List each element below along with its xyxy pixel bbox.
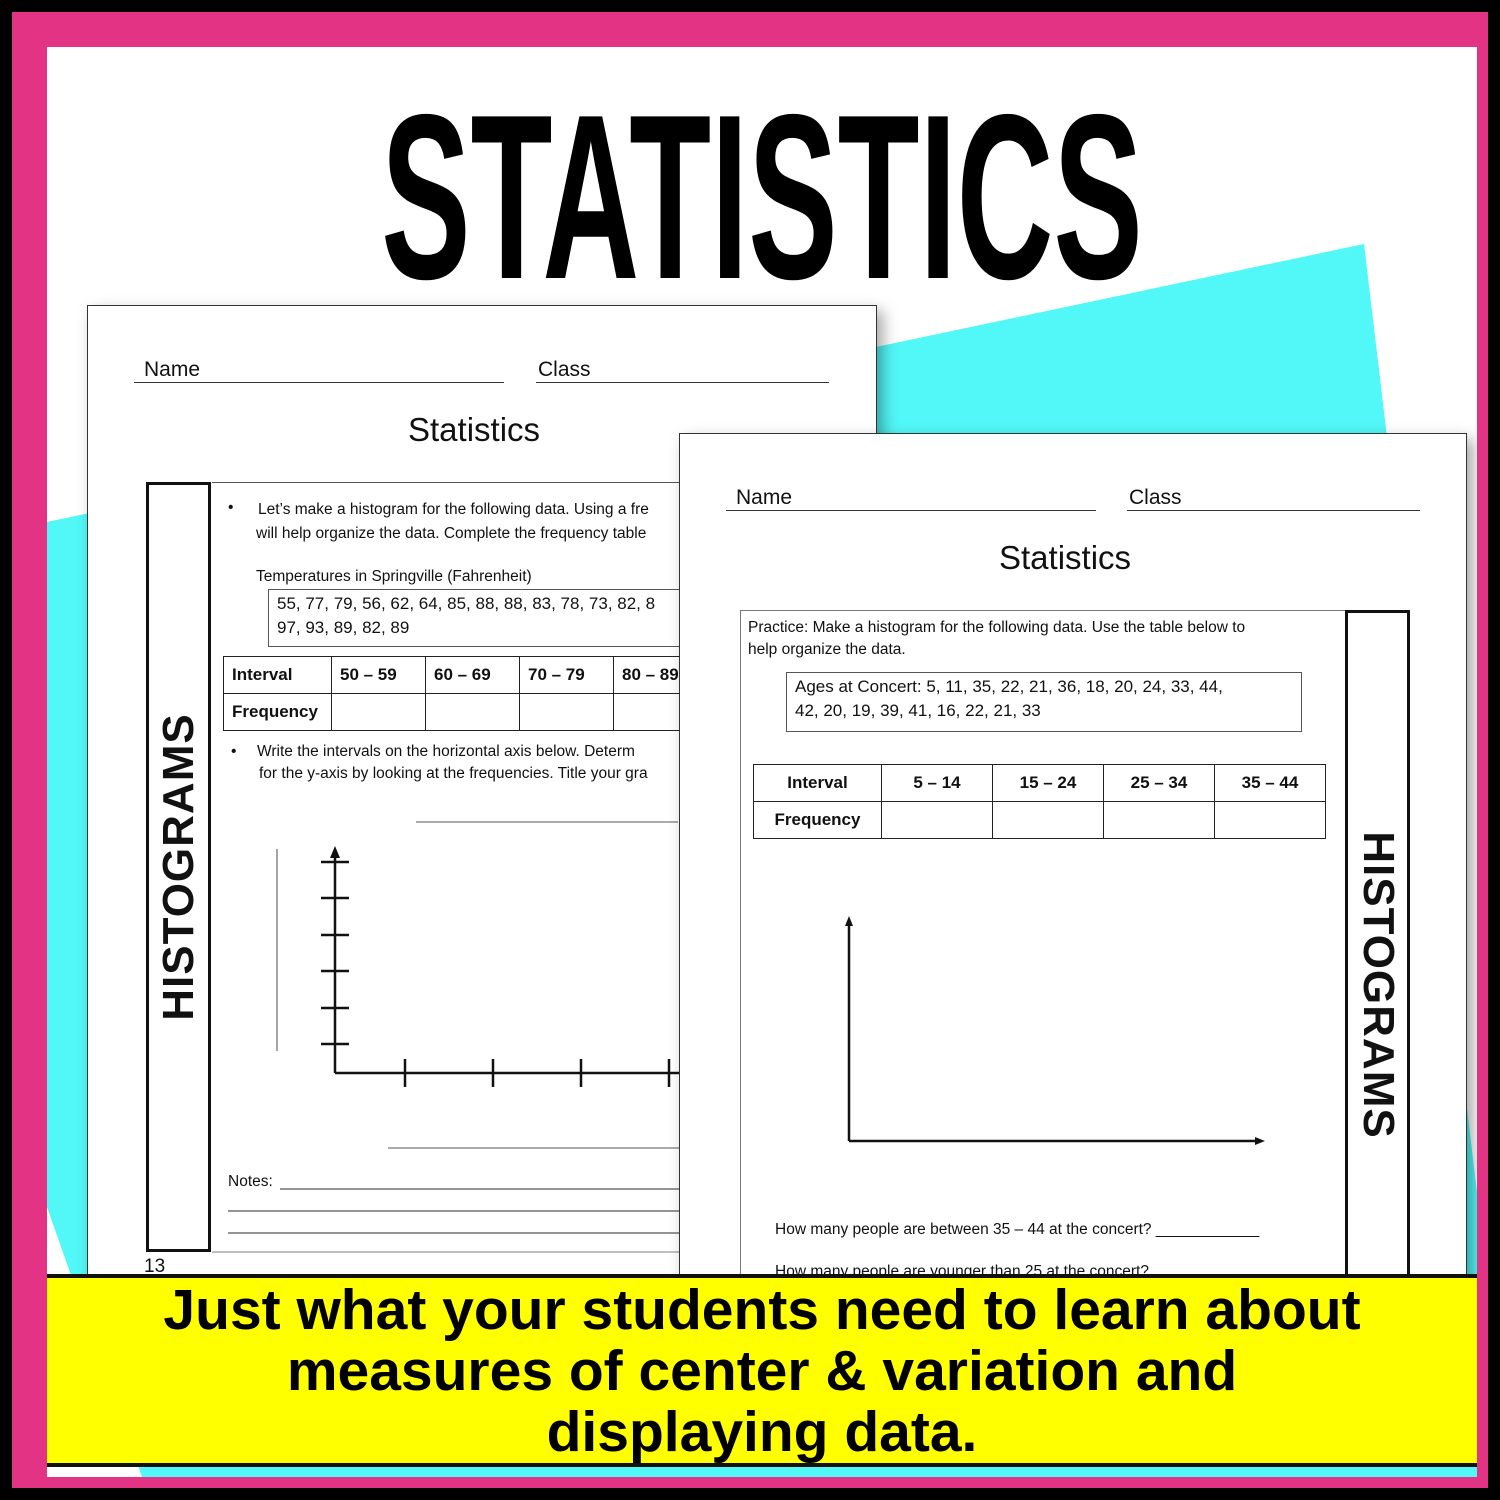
- page-number: 13: [144, 1256, 166, 1277]
- worksheet-page-right: Name Class Statistics HISTOGRAMS Practic…: [679, 433, 1467, 1333]
- question-1: How many people are between 35 – 44 at t…: [775, 1221, 1260, 1238]
- frequency-cell[interactable]: [1214, 801, 1326, 839]
- frequency-cell[interactable]: [881, 801, 993, 839]
- page-title: Statistics: [408, 411, 541, 448]
- class-field: Class: [1127, 486, 1420, 511]
- name-field: Name: [134, 358, 504, 383]
- data-box: Ages at Concert: 5, 11, 35, 22, 21, 36, …: [786, 672, 1302, 732]
- notes-label: Notes:: [228, 1173, 273, 1190]
- side-tab: HISTOGRAMS: [1345, 610, 1410, 1332]
- bullet: •: [228, 499, 234, 516]
- frequency-table: Interval 50 – 59 60 – 69 70 – 79 80 – 89 Fre…: [223, 656, 708, 731]
- frequency-cell[interactable]: [992, 801, 1104, 839]
- frequency-table: Interval 5 – 14 15 – 24 25 – 34 35 – 44 Freq…: [753, 764, 1326, 839]
- side-tab: HISTOGRAMS: [146, 482, 211, 1252]
- pink-frame: STATISTICS Name Class Statistics HISTOGR…: [12, 12, 1488, 1488]
- promo-banner: Just what your students need to learn ab…: [47, 1274, 1477, 1467]
- page-title: Statistics: [999, 539, 1132, 576]
- frequency-cell[interactable]: [331, 693, 426, 731]
- canvas: STATISTICS Name Class Statistics HISTOGR…: [47, 47, 1477, 1477]
- data-title: Temperatures in Springville (Fahrenheit): [256, 568, 532, 585]
- name-field: Name: [726, 486, 1096, 511]
- main-title: STATISTICS: [381, 65, 1143, 328]
- class-field: Class: [536, 358, 829, 383]
- blank-graph: [845, 916, 1265, 1145]
- frequency-cell[interactable]: [1103, 801, 1215, 839]
- data-box: 55, 77, 79, 56, 62, 64, 85, 88, 88, 83, …: [268, 589, 876, 647]
